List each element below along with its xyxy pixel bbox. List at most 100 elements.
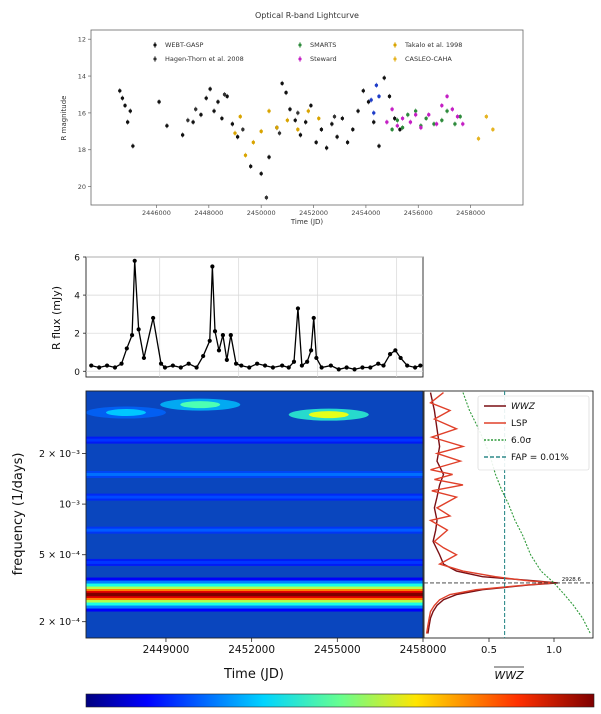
- flux-series: [89, 258, 423, 372]
- flux-plot-frame: [85, 256, 424, 378]
- lightcurve-points: [118, 75, 495, 201]
- y-tick-label: 2 × 10⁻³: [39, 449, 80, 460]
- data-point: [366, 100, 371, 104]
- flux-point: [319, 365, 324, 370]
- flux-point: [360, 365, 365, 370]
- data-point: [204, 96, 208, 100]
- data-point: [413, 113, 418, 117]
- flux-point: [233, 361, 239, 366]
- flux-point: [158, 361, 164, 366]
- legend-label: FAP = 0.01%: [511, 453, 569, 463]
- flux-point: [299, 363, 304, 368]
- flux-point: [186, 361, 191, 366]
- flux-point: [381, 363, 386, 368]
- flux-point: [97, 365, 102, 370]
- heatmap-hotspot: [105, 409, 146, 417]
- x-tick-label: 1.0: [546, 645, 562, 656]
- data-point: [222, 92, 227, 97]
- x-tick-label: 2455000: [314, 644, 361, 656]
- flux-point: [344, 365, 349, 370]
- data-point: [440, 103, 444, 108]
- heatmap-band: [86, 472, 423, 476]
- data-point: [395, 124, 400, 128]
- data-point: [120, 96, 125, 100]
- y-tick-label: 14: [78, 73, 86, 81]
- legend-marker: [298, 57, 302, 61]
- data-point: [385, 120, 389, 124]
- side-series-line: [427, 392, 558, 634]
- data-point: [284, 90, 288, 95]
- data-point: [330, 122, 334, 126]
- data-point: [400, 125, 405, 130]
- data-point: [395, 118, 400, 122]
- x-tick-label: 2452000: [299, 209, 328, 217]
- flux-point: [262, 363, 268, 368]
- x-tick-label: 2458000: [400, 644, 447, 656]
- flux-point: [398, 355, 403, 361]
- data-point: [306, 109, 311, 113]
- lightcurve-x-label: Time (JD): [290, 218, 324, 226]
- legend-marker: [393, 57, 397, 61]
- data-point: [180, 133, 185, 137]
- legend-marker: [153, 43, 157, 47]
- data-point: [191, 120, 195, 124]
- wwz-heatmap-panel: 2449000 2452000 2455000 2458000 2 × 10⁻³ 10⁻…: [11, 390, 447, 682]
- flux-point: [141, 355, 147, 361]
- data-point: [406, 113, 410, 117]
- lightcurve-legend: WEBT-GASP Hagen-Thorn et al. 2008 SMARTS St…: [153, 41, 462, 63]
- legend-label: WEBT-GASP: [165, 41, 204, 49]
- flux-point: [286, 365, 291, 370]
- flux-point: [104, 363, 110, 368]
- data-point: [212, 109, 216, 113]
- data-point: [398, 127, 402, 132]
- heatmap-band: [86, 560, 423, 564]
- data-point: [259, 171, 263, 176]
- heatmap-frame: [85, 390, 424, 639]
- y-tick-label: 6: [74, 254, 80, 264]
- flux-point: [178, 365, 183, 370]
- y-tick-label: 18: [78, 146, 86, 154]
- data-point: [369, 98, 373, 102]
- heatmap-y-ticks: 2 × 10⁻³ 10⁻³ 5 × 10⁻⁴ 2 × 10⁻⁴: [39, 449, 86, 628]
- side-x-label: WWZ: [494, 669, 524, 682]
- heatmap-band: [86, 528, 423, 532]
- flux-point: [216, 348, 222, 353]
- data-point: [458, 114, 462, 119]
- side-series-line: [425, 392, 555, 634]
- x-tick-label: 2454000: [351, 209, 380, 217]
- data-point: [434, 122, 439, 126]
- legend-label: Takalo et al. 1998: [404, 41, 462, 49]
- x-tick-label: 2456000: [404, 209, 433, 217]
- flux-point: [413, 365, 418, 370]
- data-point: [461, 122, 465, 126]
- data-point: [194, 107, 198, 111]
- flux-point: [247, 365, 252, 370]
- side-series: [424, 391, 593, 638]
- data-point: [296, 111, 300, 115]
- flux-point: [201, 353, 206, 359]
- heatmap-band: [86, 592, 423, 597]
- heatmap-hotspot: [308, 411, 349, 419]
- data-point: [259, 129, 263, 134]
- data-point: [356, 109, 360, 113]
- data-point: [484, 114, 489, 119]
- data-point: [267, 155, 271, 159]
- data-point: [390, 107, 394, 111]
- heatmap-x-label: Time (JD): [223, 667, 284, 682]
- data-point: [118, 89, 122, 93]
- flux-point: [129, 332, 135, 338]
- data-point: [165, 124, 169, 128]
- data-point: [387, 94, 392, 99]
- legend-label: 6.0σ: [511, 436, 531, 446]
- lightcurve-x-ticks: 2446000 2448000 2450000 2452000 2454000 24560…: [142, 205, 485, 217]
- data-point: [243, 153, 248, 157]
- legend-label: CASLEO-CAHA: [405, 55, 452, 63]
- flux-y-label: R flux (mJy): [50, 286, 63, 350]
- lightcurve-y-ticks: 12 14 16 18 20: [78, 36, 91, 191]
- x-tick-label: 2458000: [456, 209, 485, 217]
- flux-point: [376, 361, 381, 366]
- legend-label: WWZ: [511, 402, 536, 412]
- data-point: [491, 127, 495, 132]
- data-point: [298, 133, 303, 137]
- y-tick-label: 12: [78, 36, 86, 44]
